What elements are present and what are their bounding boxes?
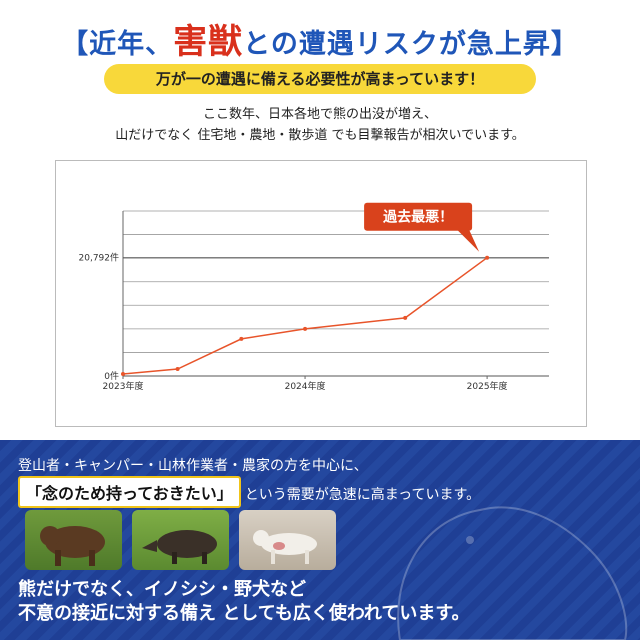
x-tick-label: 2023年度 [103,380,144,392]
headline-part: 【近年、 [61,29,174,60]
footer-highlight-row: 「念のため持っておきたい」 という需要が急速に高まっています。 [18,476,480,508]
photo-dog [239,510,336,570]
y-tick-label: 0件 [104,370,119,382]
callout-box [364,202,473,231]
footer-highlight: 「念のため持っておきたい」 [18,476,241,508]
headline: 【近年、害獣との遭遇リスクが急上昇】 [0,14,640,63]
closing-line: 不意の接近に対する備え としても広く使われています。 [18,603,470,624]
data-point [403,315,408,320]
chart-frame: 0件 20,792件 2023年度 2024年度 2025年度 過去最悪！ [55,160,587,427]
photo-boar [132,510,229,570]
intro-line: ここ数年、日本各地で熊の出没が増え、 [202,107,437,122]
data-point [239,336,244,341]
intro: ここ数年、日本各地で熊の出没が増え、山だけでなく 住宅地・農地・散歩道 でも目撃… [0,104,640,146]
data-line [122,257,488,375]
bear-sketch [397,506,628,640]
footer-closing: 熊だけでなく、イノシシ・野犬など不意の接近に対する備え としても広く使われていま… [18,578,470,626]
callout-text: 過去最悪！ [382,209,453,226]
closing-line: 熊だけでなく、イノシシ・野犬など [18,579,306,600]
headline-emphasis: 害獣 [173,22,244,62]
callout: 過去最悪！ [364,202,480,252]
banner: 万が一の遭遇に備える必要性が高まっています！ [104,64,536,94]
x-tick-label: 2025年度 [467,380,508,392]
x-tick-label: 2024年度 [285,380,326,392]
data-point [485,255,490,260]
chart: 0件 20,792件 2023年度 2024年度 2025年度 過去最悪！ [79,202,549,392]
intro-line: 山だけでなく 住宅地・農地・散歩道 でも目撃報告が相次いでいます。 [115,128,525,143]
callout-tail [457,229,480,252]
data-point [175,367,180,372]
headline-part: との遭遇リスクが急上昇】 [243,29,579,60]
data-point [121,372,125,377]
footer-lead: 登山者・キャンパー・山林作業者・農家の方を中心に、 [18,458,368,474]
photo-bear [25,510,122,570]
data-point [303,326,308,331]
y-tick-label: 20,792件 [79,252,120,264]
footer-highlight-suffix: という需要が急速に高まっています。 [244,487,481,503]
